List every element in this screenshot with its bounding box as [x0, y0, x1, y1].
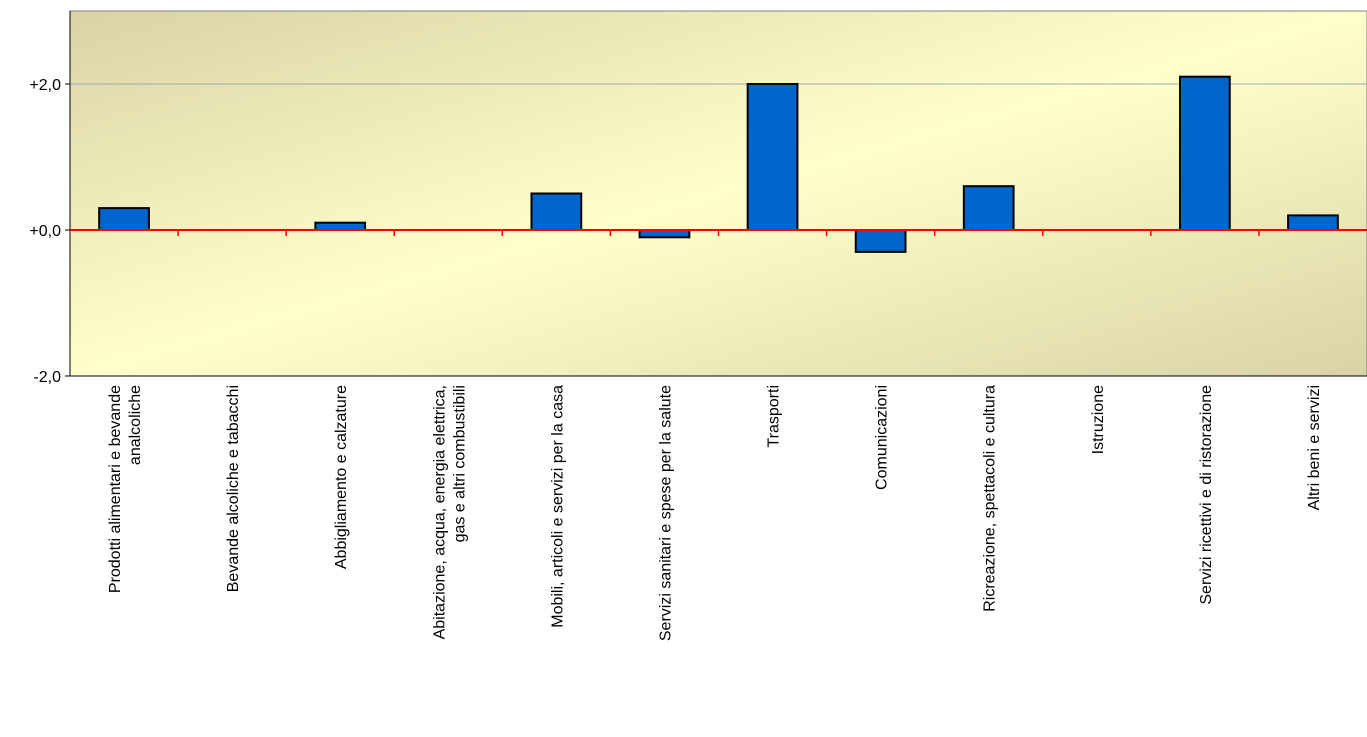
x-tick-label: Prodotti alimentari e bevande [107, 385, 124, 593]
bar [638, 229, 691, 239]
x-tick-label: Servizi ricettivi e di ristorazione [1198, 385, 1215, 605]
bar [962, 185, 1015, 231]
bar [746, 83, 799, 231]
bar [1287, 214, 1339, 231]
plot-area [69, 10, 1367, 377]
bars [98, 75, 1339, 253]
bar [98, 207, 150, 232]
y-tick-label: -2,0 [33, 369, 61, 386]
x-tick-label: Ricreazione, spettacoli e cultura [982, 385, 999, 612]
x-tick-label: Trasporti [766, 385, 783, 448]
x-tick-label: Mobili, articoli e servizi per la casa [549, 385, 566, 628]
bar [530, 192, 583, 231]
x-tick-label: Abbigliamento e calzature [333, 385, 350, 569]
bar [854, 229, 907, 253]
x-tick-label: Abitazione, acqua, energia elettrica, [431, 385, 448, 639]
x-tick-label: Bevande alcoliche e tabacchi [225, 385, 242, 592]
y-tick-label: +2,0 [29, 77, 61, 94]
x-tick-label: Altri beni e servizi [1306, 385, 1323, 510]
x-tick-label: gas e altri combustibili [451, 385, 468, 542]
bar [314, 221, 367, 231]
x-tick-label: analcoliche [127, 385, 144, 465]
x-tick-label: Comunicazioni [874, 385, 891, 490]
x-tick-label: Istruzione [1090, 385, 1107, 454]
y-tick-label: +0,0 [29, 223, 61, 240]
x-axis-ticks: Prodotti alimentari e bevande analcoliche… [107, 385, 1323, 641]
y-axis-ticks: -2,0 +0,0 +2,0 [29, 77, 70, 386]
bar [1179, 75, 1231, 231]
axes [69, 11, 1367, 377]
x-tick-label: Servizi sanitari e spese per la salute [657, 385, 674, 641]
